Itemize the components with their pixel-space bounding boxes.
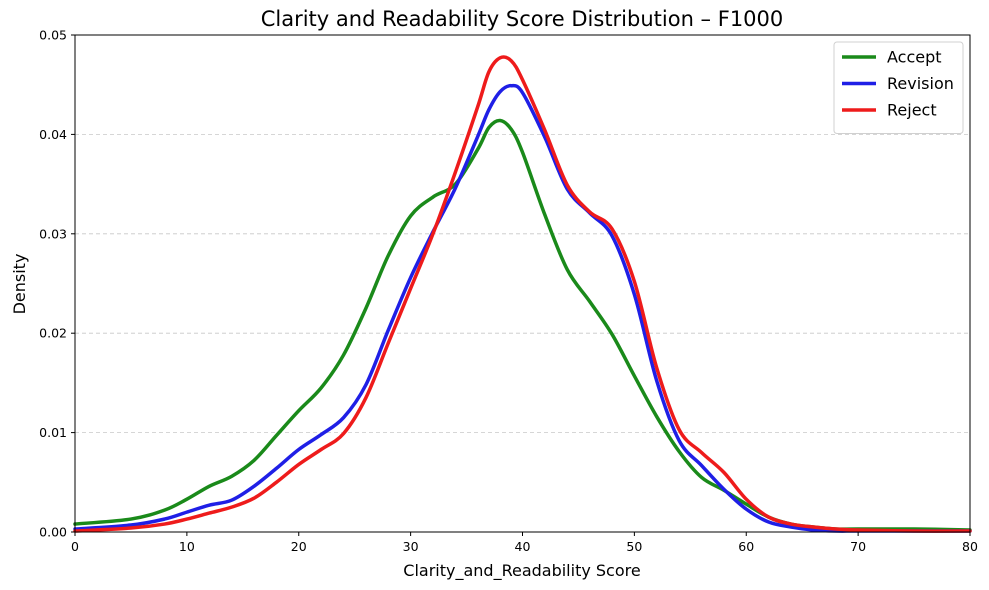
y-tick-label: 0.00 — [39, 525, 67, 540]
series-line-accept — [73, 118, 972, 532]
legend-label-revision: Revision — [887, 74, 954, 93]
x-axis: 0 10 20 30 40 50 60 70 80 — [71, 532, 978, 554]
series-layer — [73, 55, 972, 533]
series-line-revision — [73, 83, 972, 533]
chart-title: Clarity and Readability Score Distributi… — [261, 7, 784, 31]
y-axis-label: Density — [10, 254, 29, 315]
x-tick-label: 80 — [962, 539, 978, 554]
x-tick-label: 0 — [71, 539, 79, 554]
y-axis: 0.00 0.01 0.02 0.03 0.04 0.05 — [39, 28, 75, 540]
x-tick-label: 20 — [291, 539, 307, 554]
legend: Accept Revision Reject — [833, 41, 964, 134]
x-tick-label: 40 — [515, 539, 531, 554]
x-tick-label: 60 — [738, 539, 754, 554]
y-tick-label: 0.04 — [39, 127, 67, 142]
x-tick-label: 70 — [850, 539, 866, 554]
y-tick-label: 0.01 — [39, 425, 67, 440]
legend-label-accept: Accept — [887, 48, 942, 67]
x-tick-label: 30 — [403, 539, 419, 554]
series-line-reject — [73, 55, 972, 533]
x-tick-label: 50 — [626, 539, 642, 554]
y-tick-label: 0.05 — [39, 28, 67, 43]
x-tick-label: 10 — [179, 539, 195, 554]
y-tick-label: 0.03 — [39, 226, 67, 241]
x-axis-label: Clarity_and_Readability Score — [403, 561, 640, 581]
y-tick-label: 0.02 — [39, 326, 67, 341]
legend-label-reject: Reject — [887, 101, 937, 120]
